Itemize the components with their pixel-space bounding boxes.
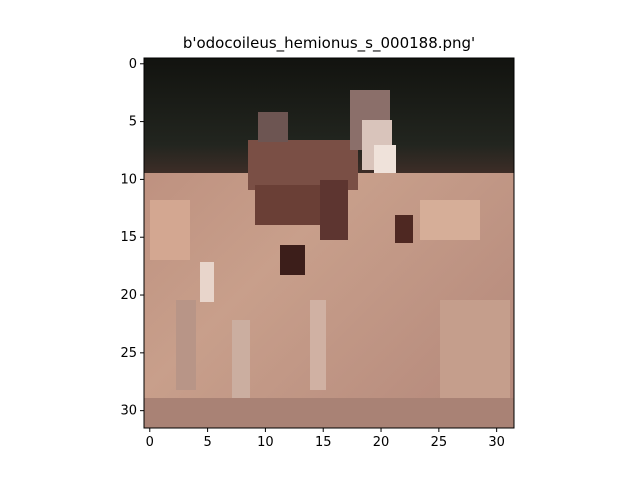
y-tick-label: 5 — [129, 115, 137, 130]
y-tick-label: 20 — [120, 288, 137, 303]
x-tick-label: 5 — [203, 435, 211, 450]
y-tick-label: 25 — [120, 346, 137, 361]
x-tick-label: 0 — [146, 435, 154, 450]
figure-title: b'odocoileus_hemionus_s_000188.png' — [183, 34, 475, 53]
deer-image — [144, 58, 514, 428]
x-tick-label: 15 — [315, 435, 332, 450]
y-tick-label: 30 — [120, 404, 137, 419]
y-tick-label: 10 — [120, 172, 137, 187]
y-axis: 0 5 10 15 20 25 30 — [120, 57, 144, 419]
axes-frame — [143, 57, 515, 429]
x-axis: 0 5 10 15 20 25 30 — [146, 428, 505, 450]
y-tick-label: 0 — [129, 57, 137, 72]
x-tick-label: 25 — [431, 435, 448, 450]
x-tick-label: 10 — [257, 435, 274, 450]
y-tick-label: 15 — [120, 230, 137, 245]
x-tick-label: 20 — [373, 435, 390, 450]
x-tick-label: 30 — [488, 435, 505, 450]
